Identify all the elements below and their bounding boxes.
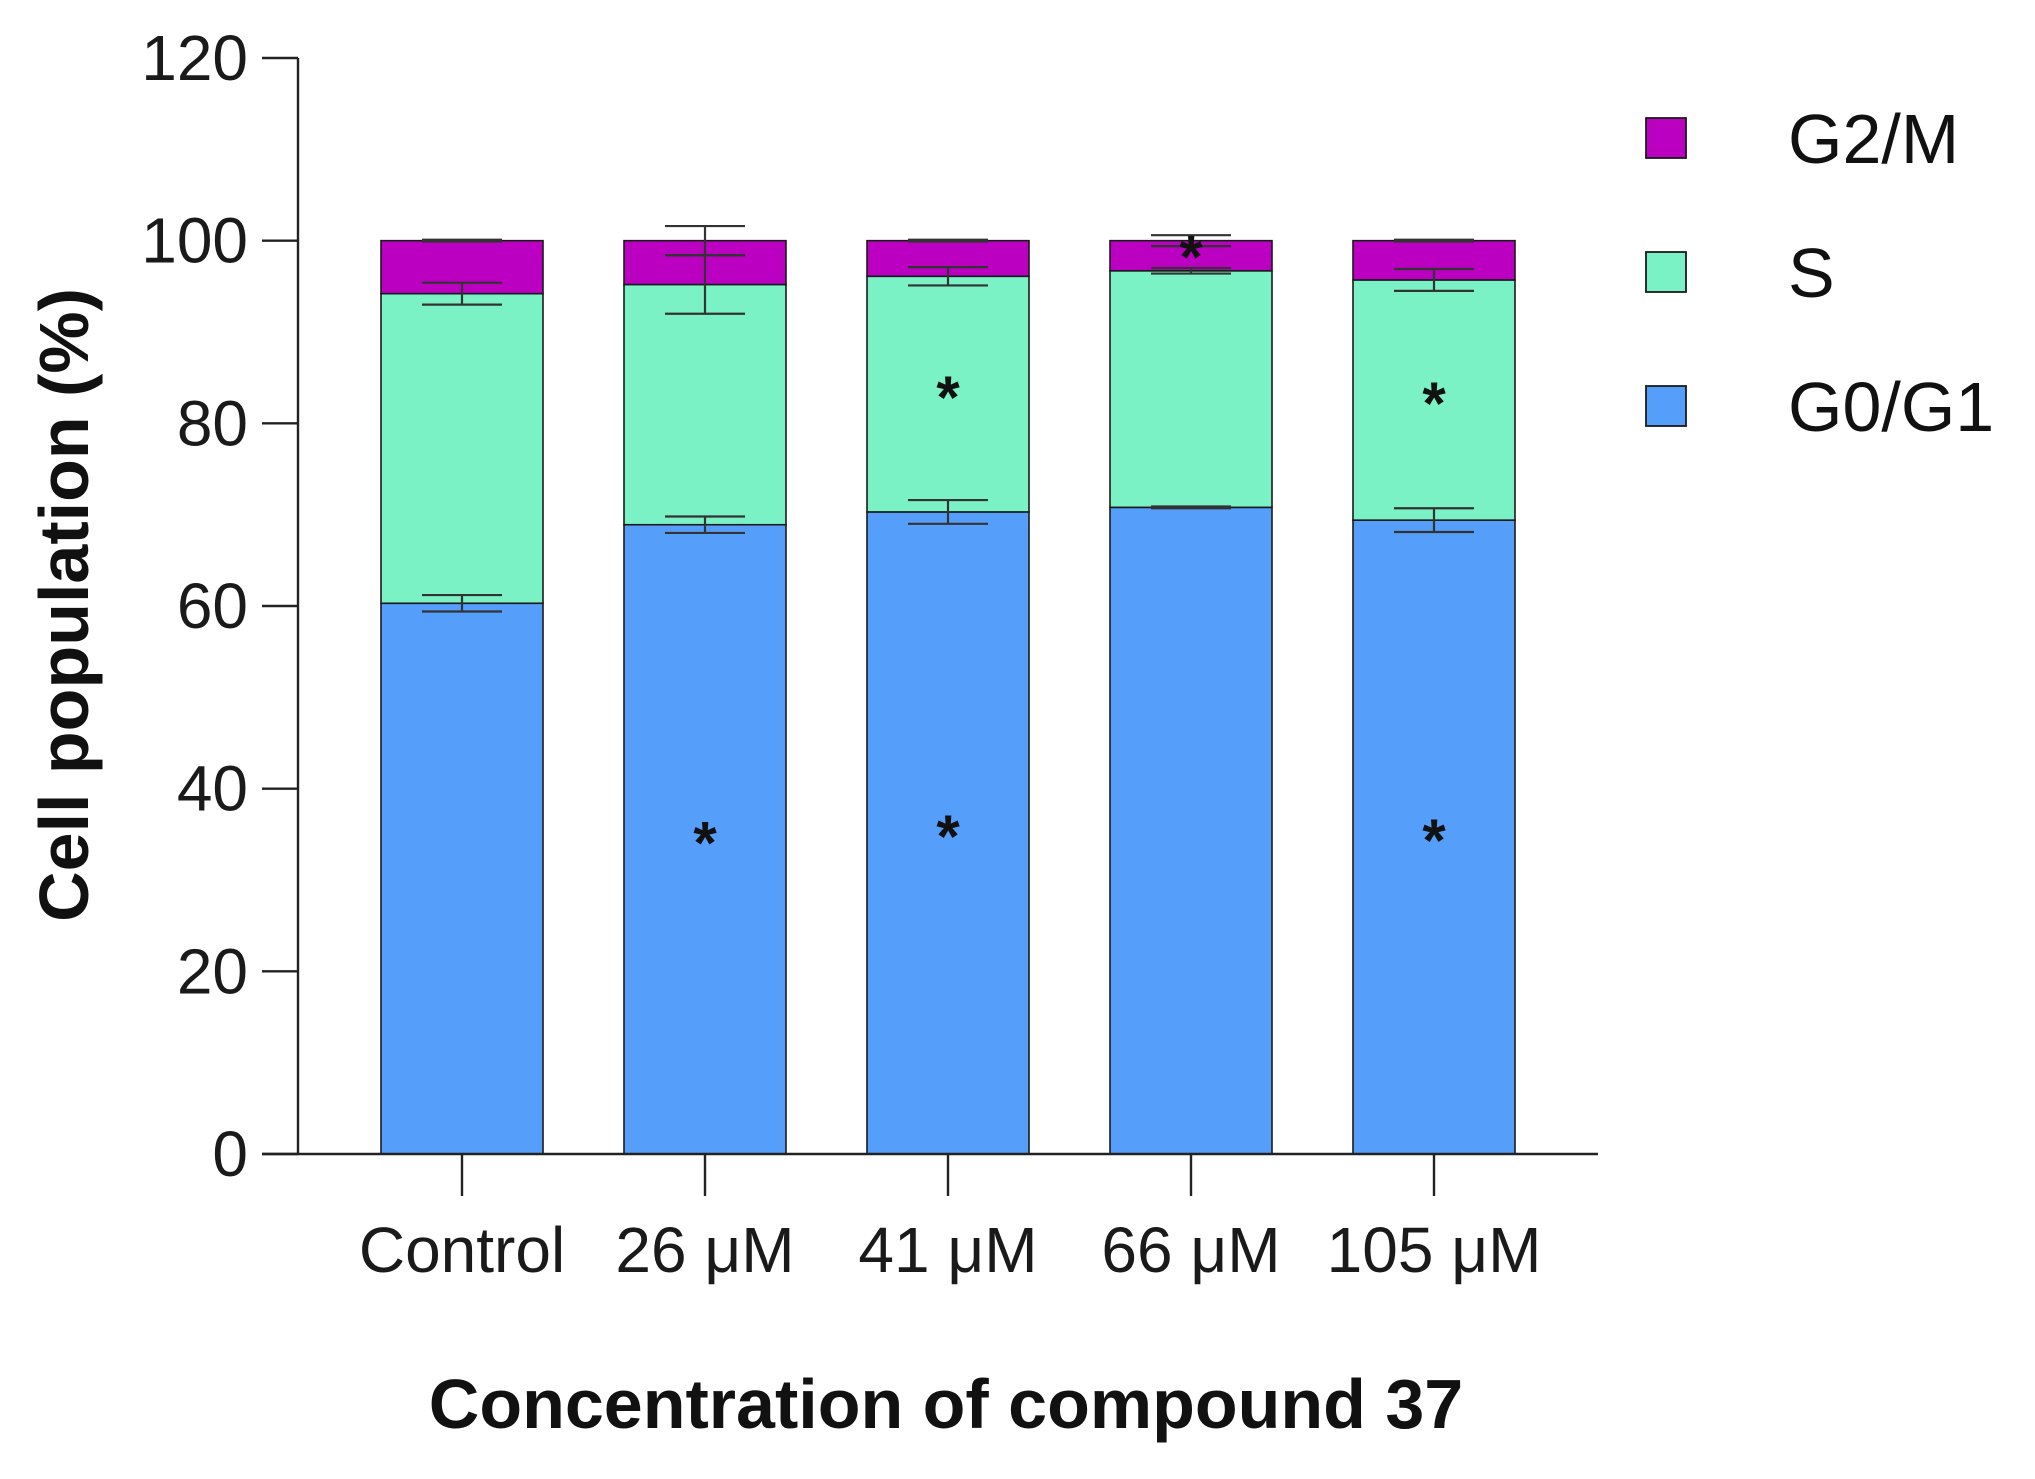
bar-g0-g1-66-m <box>1109 506 1273 1155</box>
legend-swatch-g0-g1 <box>1645 385 1687 427</box>
error-bar-s-105-m <box>1394 267 1474 292</box>
legend-label-g2-m: G2/M <box>1788 100 1959 178</box>
error-bar-g0-g1-26-m <box>665 515 745 535</box>
error-bar-s-66-m <box>1151 266 1231 275</box>
legend-swatch-s <box>1645 251 1687 293</box>
x-axis-title: Concentration of compound 37 <box>429 1365 1463 1443</box>
x-tick-label-26-m: 26 μM <box>615 1214 794 1286</box>
legend: G2/M S G0/G1 <box>1645 100 1994 446</box>
y-tick-label-60: 60 <box>177 570 248 642</box>
error-bar-s-control <box>422 281 502 306</box>
bar-s-41-m <box>866 275 1030 513</box>
bar-g0-g1-26-m <box>623 523 787 1155</box>
x-tick-label-control: Control <box>359 1214 565 1286</box>
x-tick-label-105-m: 105 μM <box>1327 1214 1542 1286</box>
error-bar-g0-g1-66-m <box>1151 505 1231 510</box>
x-tick-label-41-m: 41 μM <box>858 1214 1037 1286</box>
error-bar-g0-g1-41-m <box>908 498 988 525</box>
y-tick-label-100: 100 <box>141 205 248 277</box>
legend-item-g0-g1: G0/G1 <box>1645 368 1994 446</box>
significance-marker-g0-g1-41-m: * <box>936 803 960 870</box>
axes-layer: 0 20 40 60 80 100 120 Control 26 μM 41 μM 66 μM 105… <box>141 22 1598 1286</box>
y-tick-label-120: 120 <box>141 22 248 94</box>
y-tick-label-20: 20 <box>177 935 248 1007</box>
significance-marker-g0-g1-26-m: * <box>693 809 717 876</box>
y-tick-label-80: 80 <box>177 387 248 459</box>
x-tick-label-66-m: 66 μM <box>1101 1214 1280 1286</box>
bar-g0-g1-control <box>380 602 544 1155</box>
significance-marker-s-105-m: * <box>1422 370 1446 437</box>
error-bar-g2-m-105-m <box>1394 238 1474 243</box>
error-bar-s-41-m <box>908 266 988 287</box>
legend-label-s: S <box>1788 234 1835 312</box>
significance-marker-g2-m-66-m: * <box>1179 224 1203 291</box>
legend-swatch-g2-m <box>1645 117 1687 159</box>
significance-layer: * * * * * * <box>693 224 1446 877</box>
error-bar-g2-m-41-m <box>908 238 988 243</box>
error-bar-g0-g1-control <box>422 593 502 613</box>
bar-g0-g1-41-m <box>866 511 1030 1155</box>
y-tick-label-0: 0 <box>212 1118 248 1190</box>
bar-s-66-m <box>1109 270 1273 509</box>
error-bar-g0-g1-105-m <box>1394 507 1474 534</box>
legend-item-g2-m: G2/M <box>1645 100 1959 178</box>
bar-s-26-m <box>623 283 787 526</box>
legend-item-s: S <box>1645 234 1835 312</box>
significance-marker-g0-g1-105-m: * <box>1422 807 1446 874</box>
error-bar-g2-m-26-m <box>665 224 745 257</box>
bar-s-control <box>380 292 544 605</box>
error-bar-g2-m-66-m <box>1151 234 1231 248</box>
y-axis-title: Cell population (%) <box>25 288 103 922</box>
bar-g0-g1-105-m <box>1352 519 1516 1155</box>
error-bar-g2-m-control <box>422 238 502 243</box>
significance-marker-s-41-m: * <box>936 364 960 431</box>
error-bars-layer <box>422 224 1474 613</box>
y-tick-label-40: 40 <box>177 753 248 825</box>
legend-label-g0-g1: G0/G1 <box>1788 368 1994 446</box>
